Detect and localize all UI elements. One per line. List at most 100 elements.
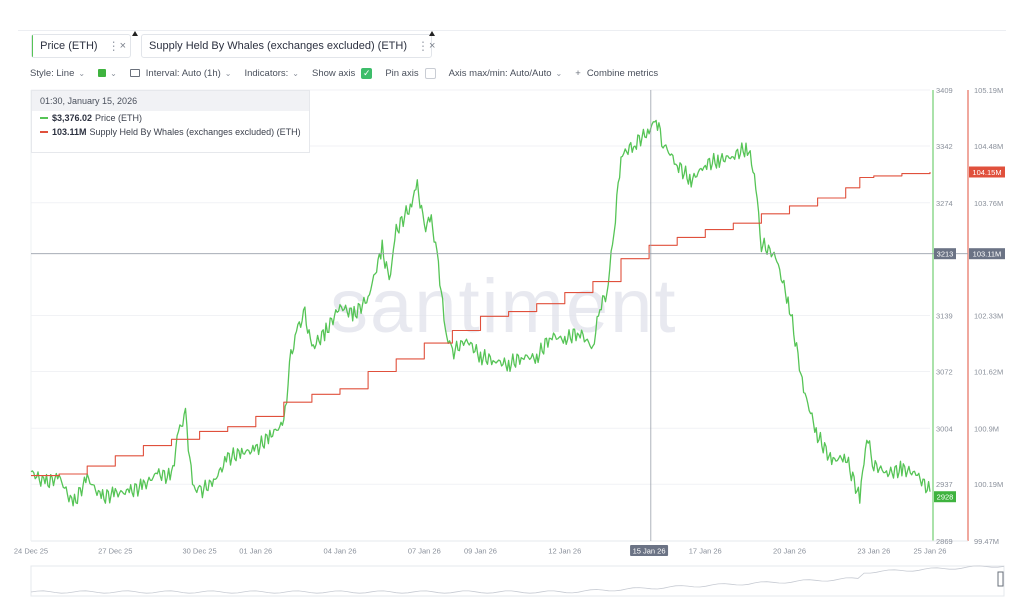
plus-icon: + [575,67,581,79]
x-tick-label: 30 Dec 25 [182,547,216,556]
crosshair-right-label: 103.11M [973,250,1002,259]
style-label: Style: Line [30,67,75,79]
chart-toolbar: Style: Line ⌄ ⌄ Interval: Auto (1h) ⌄ In… [30,64,994,82]
price-series-line [30,119,931,507]
chevron-down-icon: ⌄ [110,68,117,78]
y-tick-left: 3274 [936,199,953,208]
chart-tooltip: 01:30, January 15, 2026 $3,376.02 Price … [31,90,310,153]
combine-metrics-button[interactable]: + Combine metrics [575,68,658,79]
style-dropdown[interactable]: Style: Line ⌄ [30,68,85,79]
interval-dropdown[interactable]: Interval: Auto (1h) ⌄ [129,67,232,79]
x-tick-label: 15 Jan 26 [633,547,666,556]
y-tick-left: 3072 [936,367,953,376]
last-price-badge [934,491,956,503]
metric-tab-price[interactable]: Price (ETH) ⋮ × [31,34,131,58]
series-layer [30,119,931,507]
x-tick-label: 01 Jan 26 [239,547,272,556]
legend-dash [40,117,48,119]
x-tick-label: 12 Jan 26 [548,547,581,556]
pin-axis-label: Pin axis [385,67,419,79]
indicators-label: Indicators: [244,67,289,79]
chevron-down-icon: ⌄ [292,68,299,78]
chevron-down-icon: ⌄ [555,68,563,78]
crosshair-left-label: 3213 [937,250,954,259]
y-tick-right: 104.48M [974,142,1003,151]
axis-maxmin-label: Axis max/min: Auto/Auto [448,67,552,79]
pin-axis-checkbox[interactable] [424,67,436,79]
kebab-menu-icon[interactable]: ⋮ [417,39,430,53]
y-tick-right: 103.76M [974,199,1003,208]
metric-tab-whales[interactable]: Supply Held By Whales (exchanges exclude… [141,34,436,58]
tooltip-date: 01:30, January 15, 2026 [32,91,309,111]
navigator-frame [30,565,1005,597]
tooltip-row-price: $3,376.02 Price (ETH) [32,111,309,125]
y-axis-right: 105.19M 104.48M 103.76M 102.33M 101.62M 100.9… [974,86,1003,546]
metric-color-bar [32,35,34,57]
y-tick-right: 102.33M [974,312,1003,321]
y-tick-left: 3004 [936,424,953,433]
whales-series-line [31,172,931,477]
combine-metrics-label: Combine metrics [586,67,659,79]
tooltip-price-value: $3,376.02 [52,113,93,123]
x-tick-highlight [630,545,669,556]
watermark: santiment [330,264,678,349]
navigator-overview[interactable] [30,565,1005,597]
color-swatch [98,69,107,77]
y-tick-left: 2869 [936,537,953,546]
x-tick-label: 09 Jan 26 [464,547,497,556]
y-tick-left: 3342 [936,142,953,151]
top-divider [18,30,1006,31]
y-tick-left: 2937 [936,480,953,489]
crosshair-left-badge [934,248,956,260]
x-tick-label: 25 Jan 26 [914,547,947,556]
chevron-down-icon: ⌄ [78,68,86,78]
y-tick-left: 3409 [936,86,953,95]
x-tick-label: 20 Jan 26 [773,547,806,556]
last-whales-label: 104.15M [972,168,1001,177]
x-tick-label: 04 Jan 26 [324,547,357,556]
tooltip-row-whales: 103.11M Supply Held By Whales (exchanges… [32,125,309,139]
indicators-dropdown[interactable]: Indicators: ⌄ [244,68,299,79]
drag-handle-icon[interactable] [132,31,138,36]
pin-axis-toggle[interactable]: Pin axis [385,67,436,79]
show-axis-checkbox[interactable]: ✓ [361,67,373,79]
calendar-icon [129,69,140,77]
axis-maxmin-dropdown[interactable]: Axis max/min: Auto/Auto ⌄ [449,68,563,79]
x-tick-label: 07 Jan 26 [408,547,441,556]
close-icon[interactable]: × [429,40,436,52]
y-tick-right: 105.19M [974,86,1003,95]
y-tick-right: 99.47M [974,537,999,546]
last-price-label: 2928 [937,493,954,502]
y-tick-right: 100.19M [974,480,1003,489]
show-axis-label: Show axis [312,67,356,79]
show-axis-toggle[interactable]: Show axis ✓ [312,67,373,79]
legend-dash [40,131,48,133]
close-icon[interactable]: × [119,40,126,52]
navigator-handle [997,571,1004,587]
y-tick-right: 101.62M [974,367,1003,376]
tooltip-price-name: Price (ETH) [95,113,143,123]
axis-lines [30,90,969,542]
color-dropdown[interactable]: ⌄ [98,69,117,78]
kebab-menu-icon[interactable]: ⋮ [107,39,120,53]
x-axis: 24 Dec 25 27 Dec 25 30 Dec 25 01 Jan 26 04 J… [14,545,947,556]
y-tick-right: 100.9M [974,424,999,433]
chevron-down-icon: ⌄ [224,68,232,78]
x-tick-label: 23 Jan 26 [857,547,890,556]
interval-label: Interval: Auto (1h) [145,67,221,79]
crosshair-right-badge [969,248,1005,260]
metric-tab-label: Supply Held By Whales (exchanges exclude… [149,40,408,52]
x-tick-label: 17 Jan 26 [689,547,722,556]
x-tick-label: 27 Dec 25 [98,547,132,556]
crosshair: 3213 103.11M 2928 104.15M [31,90,1005,541]
tooltip-whale-value: 103.11M [52,127,87,137]
navigator-line [30,565,1005,594]
y-tick-left: 3139 [936,312,953,321]
tooltip-whale-name: Supply Held By Whales (exchanges exclude… [89,127,301,137]
last-whales-badge [969,166,1005,178]
x-tick-label: 24 Dec 25 [14,547,48,556]
drag-handle-icon[interactable] [429,31,435,36]
metric-tab-label: Price (ETH) [40,40,98,52]
y-axis-left: 3409 3342 3274 3139 3072 3004 2937 2869 [936,86,953,546]
